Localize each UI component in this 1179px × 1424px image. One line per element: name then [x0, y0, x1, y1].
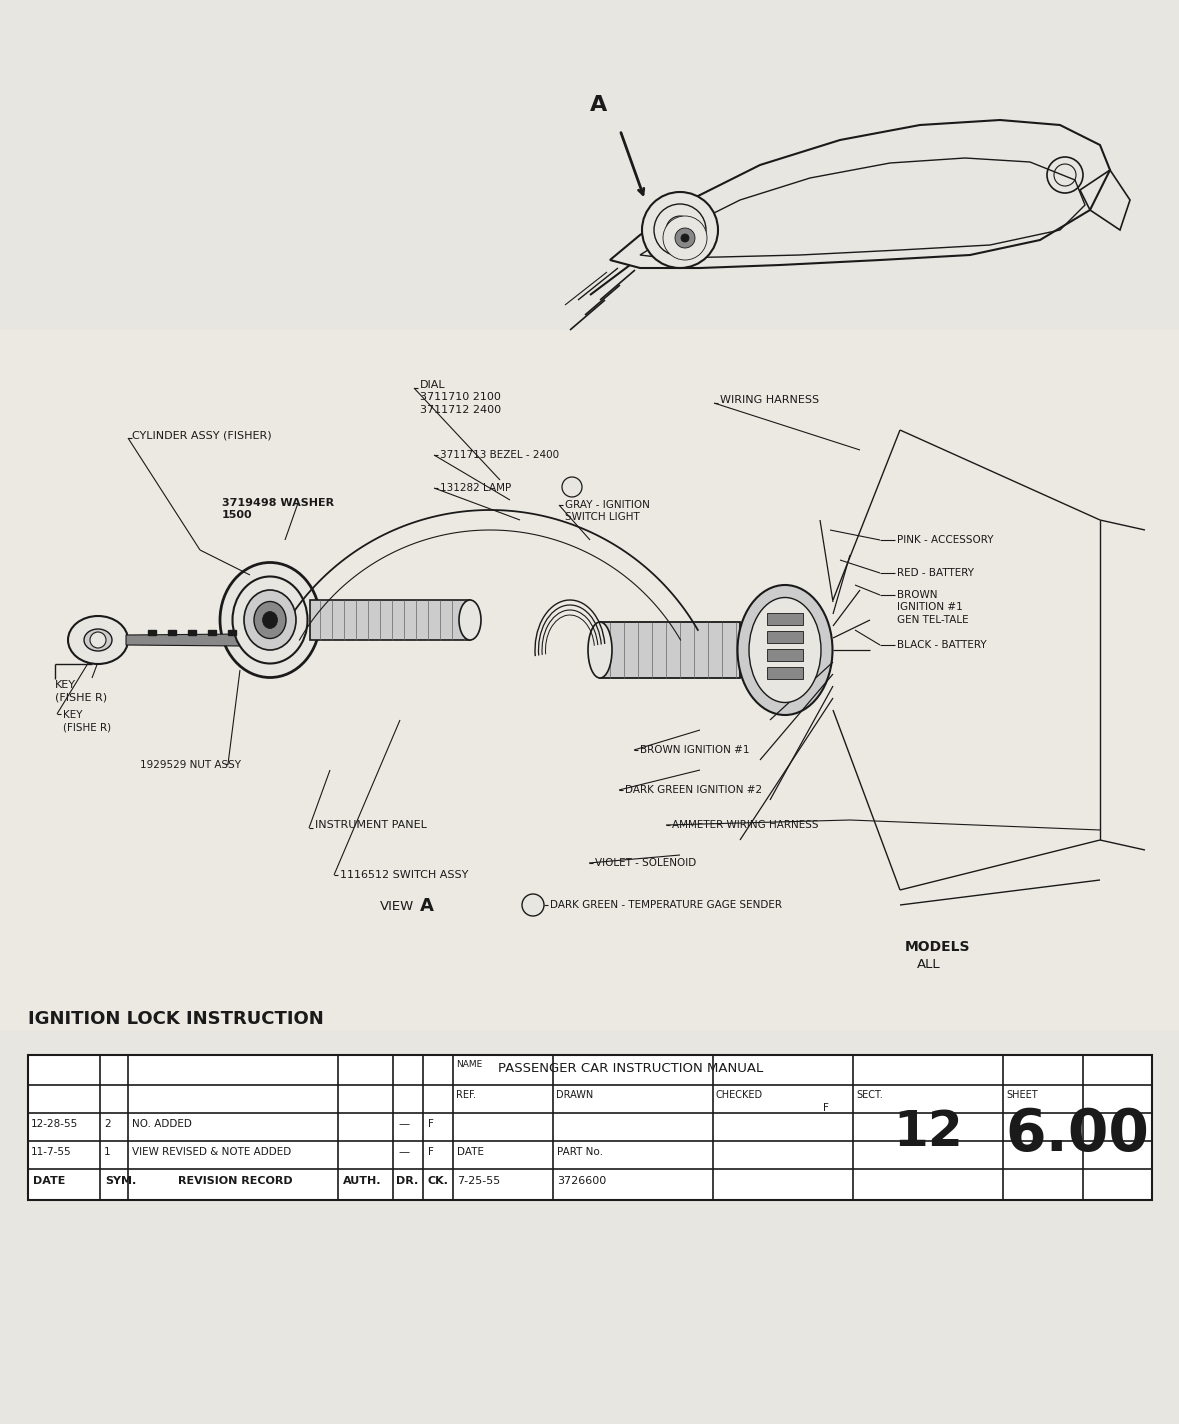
Text: 1116512 SWITCH ASSY: 1116512 SWITCH ASSY: [340, 870, 468, 880]
Text: KEY
(FISHE R): KEY (FISHE R): [55, 681, 107, 702]
Text: SECT.: SECT.: [856, 1089, 883, 1099]
Text: 12: 12: [894, 1108, 963, 1156]
Circle shape: [562, 477, 582, 497]
Text: 6.00: 6.00: [1006, 1106, 1150, 1163]
Bar: [208, 629, 216, 635]
Circle shape: [674, 224, 686, 236]
Text: 12-28-55: 12-28-55: [31, 1119, 78, 1129]
Text: 3719498 WASHER
1500: 3719498 WASHER 1500: [222, 498, 334, 520]
Text: GRAY - IGNITION
SWITCH LIGHT: GRAY - IGNITION SWITCH LIGHT: [565, 500, 650, 523]
Text: BLACK - BATTERY: BLACK - BATTERY: [897, 639, 987, 649]
Text: 11-7-55: 11-7-55: [31, 1146, 72, 1156]
Ellipse shape: [84, 629, 112, 651]
Text: 1: 1: [104, 1146, 111, 1156]
Text: DARK GREEN IGNITION #2: DARK GREEN IGNITION #2: [625, 785, 762, 795]
Bar: [768, 649, 803, 661]
Ellipse shape: [232, 577, 308, 664]
Bar: [768, 612, 803, 625]
Bar: [149, 629, 156, 635]
Bar: [0, 330, 1179, 1030]
Ellipse shape: [738, 585, 832, 715]
Circle shape: [666, 216, 694, 244]
Text: INSTRUMENT PANEL: INSTRUMENT PANEL: [315, 820, 427, 830]
Text: 3726600: 3726600: [556, 1176, 606, 1186]
Text: 2: 2: [104, 1119, 111, 1129]
Text: PASSENGER CAR INSTRUCTION MANUAL: PASSENGER CAR INSTRUCTION MANUAL: [498, 1062, 763, 1075]
Text: DATE: DATE: [33, 1176, 65, 1186]
Text: VIEW REVISED & NOTE ADDED: VIEW REVISED & NOTE ADDED: [132, 1146, 291, 1156]
Text: VIEW: VIEW: [380, 900, 414, 913]
Text: A: A: [420, 897, 434, 916]
Text: —: —: [399, 1146, 409, 1156]
Circle shape: [654, 204, 706, 256]
Text: REF.: REF.: [456, 1089, 476, 1099]
Text: A: A: [590, 95, 607, 115]
Text: PART No.: PART No.: [556, 1146, 602, 1156]
Text: MODELS: MODELS: [905, 940, 970, 954]
Ellipse shape: [244, 590, 296, 649]
Ellipse shape: [459, 600, 481, 639]
Ellipse shape: [749, 598, 821, 702]
Text: SYM.: SYM.: [105, 1176, 137, 1186]
Text: BROWN IGNITION #1: BROWN IGNITION #1: [640, 745, 750, 755]
Text: RED - BATTERY: RED - BATTERY: [897, 568, 974, 578]
Text: DRAWN: DRAWN: [556, 1089, 593, 1099]
Text: BROWN
IGNITION #1
GEN TEL-TALE: BROWN IGNITION #1 GEN TEL-TALE: [897, 590, 969, 625]
Bar: [28, 1055, 1152, 1200]
Bar: [600, 622, 740, 678]
Text: AMMETER WIRING HARNESS: AMMETER WIRING HARNESS: [672, 820, 818, 830]
Bar: [310, 600, 470, 639]
Text: DIAL
3711710 2100
3711712 2400: DIAL 3711710 2100 3711712 2400: [420, 380, 501, 414]
Text: VIOLET - SOLENOID: VIOLET - SOLENOID: [595, 859, 697, 869]
Bar: [228, 629, 236, 635]
Ellipse shape: [263, 611, 277, 628]
Text: F: F: [428, 1119, 434, 1129]
Ellipse shape: [220, 562, 320, 678]
Circle shape: [90, 632, 106, 648]
Text: 1: 1: [529, 901, 536, 911]
Text: ALL: ALL: [917, 958, 941, 971]
Ellipse shape: [253, 601, 286, 638]
Text: F: F: [428, 1146, 434, 1156]
Text: 1929529 NUT ASSY: 1929529 NUT ASSY: [140, 760, 241, 770]
Text: CYLINDER ASSY (FISHER): CYLINDER ASSY (FISHER): [132, 430, 271, 440]
Polygon shape: [126, 634, 243, 646]
Text: CHECKED: CHECKED: [716, 1089, 763, 1099]
Text: IGNITION LOCK INSTRUCTION: IGNITION LOCK INSTRUCTION: [28, 1010, 324, 1028]
Circle shape: [663, 216, 707, 261]
Bar: [167, 629, 176, 635]
Text: F: F: [823, 1104, 829, 1114]
Text: KEY
(FISHE R): KEY (FISHE R): [62, 711, 111, 732]
Bar: [187, 629, 196, 635]
Bar: [768, 666, 803, 679]
Circle shape: [643, 192, 718, 268]
Text: 7-25-55: 7-25-55: [457, 1176, 500, 1186]
Text: 131282 LAMP: 131282 LAMP: [440, 483, 512, 493]
Text: CK.: CK.: [428, 1176, 449, 1186]
Text: DR.: DR.: [396, 1176, 419, 1186]
Ellipse shape: [68, 617, 129, 664]
Bar: [768, 631, 803, 644]
Text: 2: 2: [569, 483, 575, 493]
Ellipse shape: [588, 622, 612, 678]
Text: DARK GREEN - TEMPERATURE GAGE SENDER: DARK GREEN - TEMPERATURE GAGE SENDER: [549, 900, 782, 910]
Text: REVISION RECORD: REVISION RECORD: [178, 1176, 292, 1186]
Text: 3711713 BEZEL - 2400: 3711713 BEZEL - 2400: [440, 450, 559, 460]
Text: —: —: [399, 1119, 409, 1129]
Text: NAME: NAME: [456, 1059, 482, 1069]
Text: PINK - ACCESSORY: PINK - ACCESSORY: [897, 535, 994, 545]
Circle shape: [522, 894, 544, 916]
Text: AUTH.: AUTH.: [343, 1176, 382, 1186]
Text: NO. ADDED: NO. ADDED: [132, 1119, 192, 1129]
Circle shape: [681, 234, 689, 242]
Text: WIRING HARNESS: WIRING HARNESS: [720, 394, 819, 404]
Text: SHEET: SHEET: [1006, 1089, 1038, 1099]
Text: DATE: DATE: [457, 1146, 485, 1156]
Circle shape: [676, 228, 694, 248]
